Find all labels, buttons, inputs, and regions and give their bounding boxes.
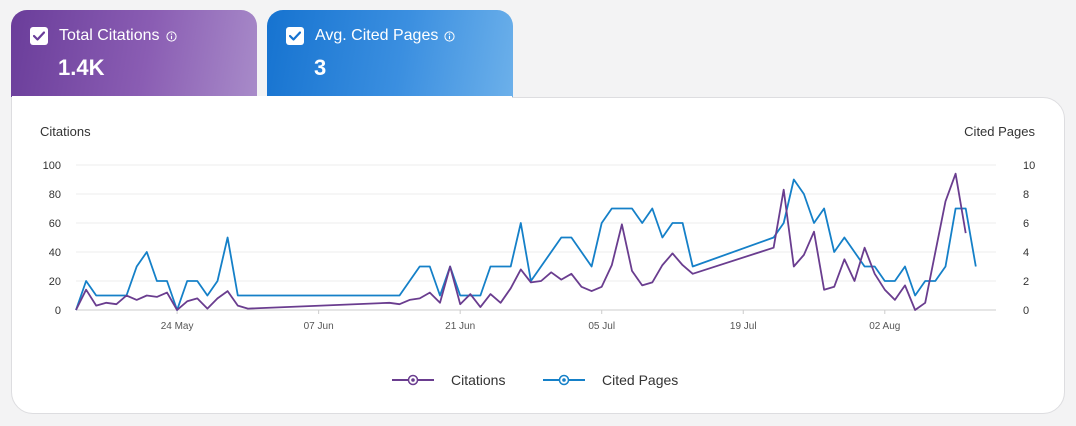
- series-lines[interactable]: [75, 172, 977, 311]
- x-tick-label: 02 Aug: [869, 321, 900, 332]
- cited-pages-checkbox[interactable]: [286, 27, 304, 45]
- tab-label: Total Citations: [59, 27, 160, 44]
- y-left-tick-label: 0: [55, 305, 61, 317]
- x-tick-label: 21 Jun: [445, 321, 475, 332]
- check-icon: [33, 31, 45, 41]
- y-right-tick-label: 2: [1023, 276, 1029, 288]
- x-ticks: 24 May 07 Jun 21 Jun 05 Jul 19 Jul 02 Aug: [161, 310, 900, 332]
- y-right-tick-label: 8: [1023, 189, 1029, 201]
- info-icon[interactable]: [165, 30, 177, 42]
- x-tick-label: 19 Jul: [730, 321, 757, 332]
- y-left-tick-label: 40: [49, 247, 61, 259]
- tab-value: 1.4K: [58, 55, 105, 80]
- circle-marker-dot: [411, 378, 415, 382]
- tab-label: Avg. Cited Pages: [315, 27, 439, 44]
- legend-label: Citations: [451, 372, 505, 388]
- series-line-cited-pages[interactable]: [75, 178, 977, 311]
- y-left-axis-title: Citations: [40, 124, 91, 139]
- series-line-citations[interactable]: [75, 172, 967, 311]
- legend-label: Cited Pages: [602, 372, 678, 388]
- citations-checkbox[interactable]: [30, 27, 48, 45]
- legend-item-citations[interactable]: Citations: [392, 372, 505, 388]
- tab-total-citations[interactable]: Total Citations 1.4K: [11, 10, 257, 98]
- tab-header: Total Citations: [30, 27, 177, 45]
- info-icon[interactable]: [444, 30, 455, 42]
- grid-lines: [76, 164, 996, 311]
- y-left-tick-label: 100: [43, 160, 61, 172]
- x-tick-label: 07 Jun: [304, 321, 334, 332]
- y-right-axis-title: Cited Pages: [964, 124, 1035, 139]
- y-left-tick-label: 20: [49, 276, 61, 288]
- y-left-ticks: 0 20 40 60 80 100: [43, 160, 61, 317]
- y-right-tick-label: 0: [1023, 305, 1029, 317]
- x-tick-label: 24 May: [161, 321, 194, 332]
- check-icon: [289, 31, 301, 41]
- card-tab-joint: [12, 96, 512, 100]
- legend[interactable]: Citations Cited Pages: [392, 372, 678, 388]
- legend-item-cited-pages[interactable]: Cited Pages: [543, 372, 678, 388]
- y-left-tick-label: 60: [49, 218, 61, 230]
- tab-value: 3: [314, 55, 327, 80]
- x-tick-label: 05 Jul: [588, 321, 615, 332]
- y-left-tick-label: 80: [49, 189, 61, 201]
- chart-card: [11, 97, 1065, 414]
- y-right-tick-label: 6: [1023, 218, 1029, 230]
- y-right-tick-label: 4: [1023, 247, 1029, 259]
- y-right-ticks: 0 2 4 6 8 10: [1023, 160, 1035, 317]
- tab-avg-cited-pages[interactable]: Avg. Cited Pages 3: [267, 10, 513, 98]
- circle-marker-dot: [562, 378, 566, 382]
- tab-header: Avg. Cited Pages: [286, 27, 455, 45]
- y-right-tick-label: 10: [1023, 160, 1035, 172]
